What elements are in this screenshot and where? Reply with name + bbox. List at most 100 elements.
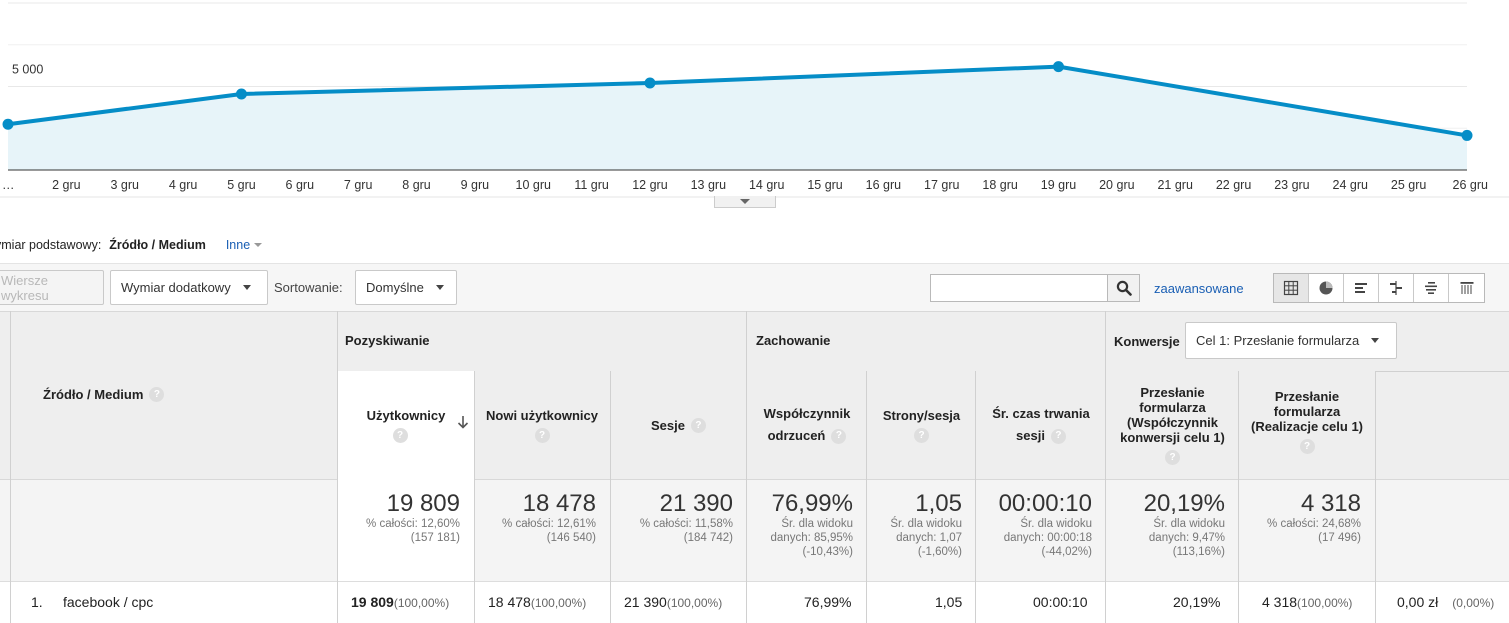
total-conv-rate-value: 20,19% bbox=[1143, 490, 1225, 517]
comparison-icon bbox=[1390, 281, 1402, 295]
view-comparison-button[interactable] bbox=[1379, 274, 1414, 302]
col-sessions-label: Sesje bbox=[651, 417, 685, 433]
total-completions: 4 318 % całości: 24,68% (17 496) bbox=[1239, 479, 1375, 581]
bars-icon bbox=[1355, 283, 1367, 293]
total-users-overall: (157 181) bbox=[410, 532, 460, 544]
primary-dimension-row: ymiar podstawowy: Źródło / Medium Inne bbox=[0, 236, 263, 254]
view-performance-button[interactable] bbox=[1344, 274, 1379, 302]
row-completions: 4 318(100,00%) bbox=[1262, 592, 1352, 612]
report-table: Źródło / Medium ? Pozyskiwanie Zachowani… bbox=[0, 311, 1509, 623]
total-bounce-value: 76,99% bbox=[771, 490, 853, 517]
row-avg-duration: 00:00:10 bbox=[1033, 594, 1088, 610]
collapse-chart-handle[interactable] bbox=[714, 196, 776, 208]
column-divider bbox=[610, 371, 611, 623]
total-users-value: 19 809 bbox=[386, 490, 460, 517]
help-icon[interactable]: ? bbox=[690, 417, 706, 433]
col-new-users[interactable]: Nowi użytkownicy ? bbox=[474, 371, 610, 479]
total-conversion-rate: 20,19% Śr. dla widoku danych: 9,47% (113… bbox=[1106, 479, 1239, 581]
sort-value: Domyślne bbox=[366, 280, 424, 295]
row-source-medium[interactable]: facebook / cpc bbox=[63, 594, 154, 610]
x-tick-label: 17 gru bbox=[924, 178, 959, 192]
col-pages-per-session[interactable]: Strony/sesja ? bbox=[867, 371, 976, 479]
column-divider bbox=[1375, 371, 1376, 623]
row-new-users-value: 18 478 bbox=[488, 594, 531, 610]
help-icon[interactable]: ? bbox=[831, 428, 847, 444]
view-term-cloud-button[interactable] bbox=[1414, 274, 1449, 302]
row-users: 19 809(100,00%) bbox=[351, 592, 449, 612]
col-pages-label: Strony/sesja bbox=[882, 407, 961, 423]
col-bounce-rate-label-1: Współczynnik bbox=[763, 406, 851, 421]
table-row[interactable] bbox=[0, 581, 1509, 623]
help-icon[interactable]: ? bbox=[1050, 428, 1066, 444]
col-goal-conversion-rate[interactable]: Przesłanie formularza (Współczynnik konw… bbox=[1106, 371, 1239, 479]
x-tick-label: 2 gru bbox=[52, 178, 81, 192]
total-bounce-diff: (-10,43%) bbox=[802, 546, 854, 558]
x-tick-label: 7 gru bbox=[344, 178, 373, 192]
row-pages-per-session: 1,05 bbox=[935, 594, 963, 610]
x-tick-label: 15 gru bbox=[807, 178, 842, 192]
total-conv-rate-avg: danych: 9,47% bbox=[1148, 532, 1225, 544]
row-goal-value-pct: (0,00%) bbox=[1452, 596, 1495, 610]
primary-dimension-selected[interactable]: Źródło / Medium bbox=[109, 238, 206, 252]
goal-select-dropdown[interactable]: Cel 1: Przesłanie formularza bbox=[1185, 322, 1397, 359]
x-tick-label: 26 gru bbox=[1453, 178, 1488, 192]
col-goal-completions[interactable]: Przesłanie formularza (Realizacje celu 1… bbox=[1239, 371, 1375, 479]
col-sessions[interactable]: Sesje ? bbox=[610, 371, 747, 479]
col-users[interactable]: Użytkownicy ? bbox=[338, 371, 474, 479]
column-divider bbox=[746, 311, 747, 623]
x-tick-label: 18 gru bbox=[982, 178, 1017, 192]
view-pivot-button[interactable] bbox=[1449, 274, 1484, 302]
help-icon[interactable]: ? bbox=[1165, 450, 1180, 465]
total-sessions-share: % całości: 11,58% bbox=[639, 518, 733, 530]
data-point bbox=[2, 118, 14, 130]
total-avg-duration: 00:00:10 Śr. dla widoku danych: 00:00:18… bbox=[976, 479, 1106, 581]
help-icon[interactable]: ? bbox=[1299, 439, 1315, 454]
advanced-filter-link[interactable]: zaawansowane bbox=[1154, 281, 1244, 296]
help-icon[interactable]: ? bbox=[149, 387, 165, 402]
table-search-input[interactable] bbox=[930, 274, 1108, 302]
col-users-label: Użytkownicy bbox=[366, 407, 446, 423]
chevron-down-icon bbox=[242, 285, 251, 290]
total-completions-value: 4 318 bbox=[1300, 490, 1361, 517]
total-pages-avg: danych: 1,07 bbox=[896, 532, 962, 544]
column-divider bbox=[866, 371, 867, 623]
data-point bbox=[1052, 61, 1064, 73]
total-duration-diff: (-44,02%) bbox=[1041, 546, 1093, 558]
x-tick-label: 14 gru bbox=[749, 178, 784, 192]
secondary-dimension-dropdown[interactable]: Wymiar dodatkowy bbox=[110, 270, 268, 305]
total-duration-avg-label: Śr. dla widoku bbox=[1020, 518, 1092, 530]
col-avg-session-duration[interactable]: Śr. czas trwania sesji ? bbox=[976, 371, 1106, 479]
total-users: 19 809 % całości: 12,60% (157 181) bbox=[338, 479, 474, 581]
x-tick-label: 11 gru bbox=[574, 178, 609, 192]
search-button[interactable] bbox=[1107, 274, 1140, 302]
x-tick-label: 24 gru bbox=[1333, 178, 1368, 192]
col-bounce-rate[interactable]: Współczynnik odrzuceń ? bbox=[747, 371, 867, 479]
other-dimension-link[interactable]: Inne bbox=[225, 238, 263, 252]
other-dimension-label[interactable]: Inne bbox=[225, 238, 251, 252]
row-completions-pct: (100,00%) bbox=[1297, 596, 1353, 610]
data-point bbox=[644, 77, 656, 89]
table-toolbar: Wiersze wykresu Wymiar dodatkowy Sortowa… bbox=[0, 263, 1509, 311]
total-pages-per-session: 1,05 Śr. dla widoku danych: 1,07 (-1,60%… bbox=[867, 479, 976, 581]
x-tick-label: 10 gru bbox=[516, 178, 551, 192]
help-icon[interactable]: ? bbox=[914, 427, 929, 443]
total-completions-overall: (17 496) bbox=[1318, 532, 1361, 544]
x-tick-label: … bbox=[2, 178, 15, 192]
sort-dropdown[interactable]: Domyślne bbox=[355, 270, 457, 305]
grid-icon bbox=[1283, 280, 1299, 296]
total-sessions-value: 21 390 bbox=[659, 490, 733, 517]
x-tick-label: 23 gru bbox=[1274, 178, 1309, 192]
dimension-column-header[interactable]: Źródło / Medium ? bbox=[43, 387, 165, 402]
help-icon[interactable]: ? bbox=[392, 427, 408, 443]
plot-rows-button[interactable]: Wiersze wykresu bbox=[0, 270, 104, 305]
row-goal-value-amount: 0,00 zł bbox=[1397, 594, 1439, 610]
group-behavior: Zachowanie bbox=[756, 333, 831, 348]
totals-row bbox=[0, 479, 1509, 581]
col-conv-rate-label: Przesłanie formularza (Współczynnik konw… bbox=[1120, 385, 1225, 445]
total-conv-rate-avg-label: Śr. dla widoku bbox=[1153, 518, 1225, 530]
view-pie-button[interactable] bbox=[1309, 274, 1344, 302]
help-icon[interactable]: ? bbox=[534, 427, 550, 443]
view-table-button[interactable] bbox=[1274, 274, 1309, 302]
